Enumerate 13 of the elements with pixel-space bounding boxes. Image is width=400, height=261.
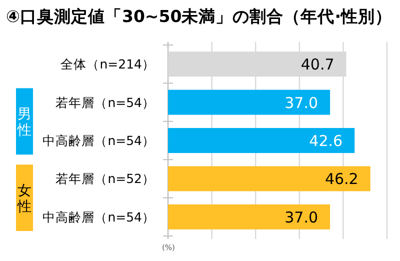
data-label: 37.0 (284, 94, 318, 112)
data-label: 46.2 (324, 170, 358, 188)
data-label: 37.0 (284, 208, 318, 226)
data-label: 42.6 (309, 132, 343, 150)
title: ④口臭測定値「30~50未満」の割合（年代·性別） (6, 7, 392, 26)
y-tick-label: 中高齢層（n=54） (42, 133, 155, 148)
y-tick-label: 若年層（n=52） (56, 171, 155, 186)
y-tick-label: 全体（n=214） (60, 56, 155, 72)
text: 男性 (16, 106, 32, 138)
data-label: 40.7 (300, 56, 334, 74)
y-tick-label: 中高齢層（n=54） (42, 209, 155, 224)
text: 女性 (16, 182, 32, 215)
y-tick-label: 若年層（n=54） (56, 94, 155, 110)
